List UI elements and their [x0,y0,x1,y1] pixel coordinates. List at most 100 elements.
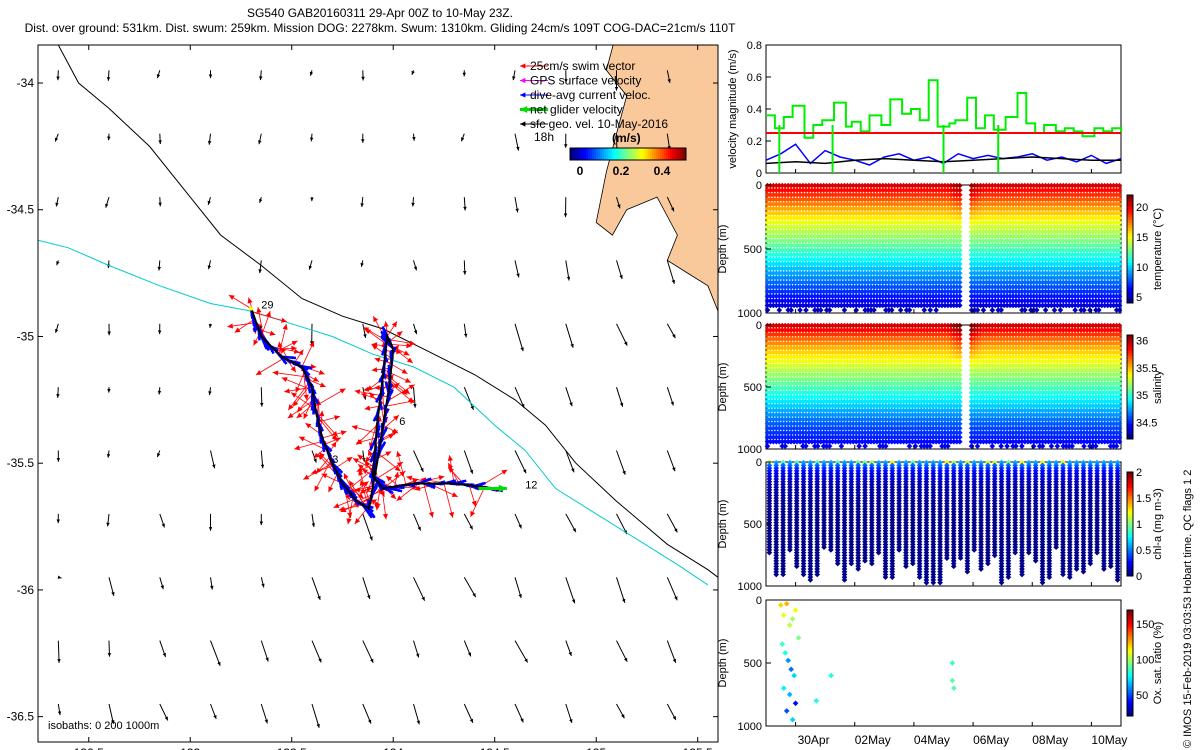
geo-velocity-arrow-head [259,76,263,81]
profile-sample-point [770,270,777,277]
geo-velocity-arrow [666,640,677,663]
geo-velocity-arrow [57,640,60,663]
map-x-tick-label: 134 [383,746,403,750]
map-x-tick-label: 135 [586,746,606,750]
profile-sample-point [773,288,780,295]
profile-sample-point [785,251,792,258]
profile-sample-point [767,187,774,194]
profile-sample-point [773,302,780,309]
map-y-tick-label: -34 [17,76,35,90]
swim-vector-arrow-head [403,350,410,356]
geo-velocity-arrow-head [207,140,212,145]
geo-velocity-arrow [616,450,626,475]
profile-sample-point [785,279,792,286]
swim-vector-arrow-head [291,392,297,398]
colorbar-segment [638,148,641,160]
swim-vector-arrow-head [354,518,361,524]
profile-sample-point [782,298,789,304]
swim-vector-arrow-head [298,349,304,356]
colorbar-segment [580,148,583,160]
geo-velocity-arrow [514,640,529,663]
colorbar-segment [578,148,581,160]
map-y-tick-label: -35 [17,329,35,343]
geo-velocity-arrow-head [157,390,162,395]
profile-sample-point [797,228,803,235]
geo-velocity-arrow-head [672,334,676,339]
profile-sample-point [776,192,783,198]
profile-sample-point [770,302,777,309]
geo-velocity-arrow-head [571,599,576,604]
profile-sample-point [776,182,783,189]
swim-vector-arrow-head [343,473,349,480]
swim-vector-arrow-head [374,357,381,363]
colorbar-label: temperature (°C) [1152,208,1164,290]
swim-vector-arrow-head [334,415,340,421]
map-y-tick-label: -36 [17,583,35,597]
swim-vector-arrow-head [331,441,337,448]
swim-vector-arrow-head [406,343,412,349]
profile-sample-point [779,261,786,267]
profile-sample-point [788,298,794,304]
map-x-tick-label: 135.5 [683,746,713,750]
profile-sample-point [794,256,800,263]
profile-sample-point [767,215,774,221]
profile-sample-point [764,302,771,309]
profile-sample-point [788,288,794,295]
profile-sample-point [788,307,794,313]
colorbar-segment [670,148,673,160]
geo-velocity-arrow-head [572,528,576,533]
swim-vector-arrow-head [373,316,379,323]
geo-velocity-arrow-head [57,659,61,663]
profile-sample-point [773,279,780,286]
swim-vector-arrow-head [227,323,234,329]
map-x-tick-label: 134.5 [480,746,510,750]
geo-velocity-arrow-head [520,347,524,352]
geo-velocity-arrow-head [309,137,314,142]
profile-sample-point [782,215,789,221]
profile-sample-point [764,293,771,300]
geo-velocity-arrow-head [672,658,676,663]
geo-velocity-arrow-head [621,714,625,719]
swim-vector-arrow-head [401,368,408,374]
colorbar-segment [584,148,587,160]
geo-velocity-arrow-head [311,523,316,527]
colorbar-segment [590,148,593,160]
velocity-y-tick-label: 0.8 [747,40,762,52]
profile-sample-point [788,293,794,300]
glider-track [250,308,495,511]
swim-vector-arrow-head [386,475,392,482]
geo-velocity-arrow-head [672,716,676,720]
legend-label: net glider velocity [530,103,623,117]
swim-vector-arrow-head [447,455,453,461]
colorbar-segment [632,148,635,160]
swim-vector-arrow-head [265,311,271,317]
swim-vector-arrow-head [332,431,338,437]
swim-vector-arrow-head [303,413,309,419]
current-vector-arrow-head [331,458,335,463]
current-vector-arrow-head [321,448,326,452]
track-marker-label: 12 [525,480,537,492]
profile-sample-point [788,201,794,207]
profile-sample-point [791,293,797,300]
profile-sample-point [770,251,777,258]
swim-vector-arrow-head [414,485,421,491]
geo-velocity-arrow-head [569,719,573,723]
profile-sample-point [767,251,774,258]
legend-label: sfc geo. vel. 10-May-2016 [530,117,668,131]
geo-velocity-arrow [514,323,524,352]
profile-sample-point [782,251,789,258]
geo-velocity-arrow-head [160,585,164,590]
depth-y-label: Depth (m) [717,225,729,274]
profile-sample-point [776,251,783,258]
track-start-point [249,306,254,311]
geo-velocity-arrow-head [564,144,568,148]
swim-vector-arrow-head [292,400,299,407]
swim-vector-arrow [281,377,313,391]
swim-vector-arrow-head [471,500,477,507]
geo-velocity-arrow-head [568,651,572,656]
current-vector-arrow-head [382,326,386,331]
profile-sample-point [764,288,771,295]
profile-sample-point [764,238,771,244]
swim-vector-arrow-head [346,457,353,463]
